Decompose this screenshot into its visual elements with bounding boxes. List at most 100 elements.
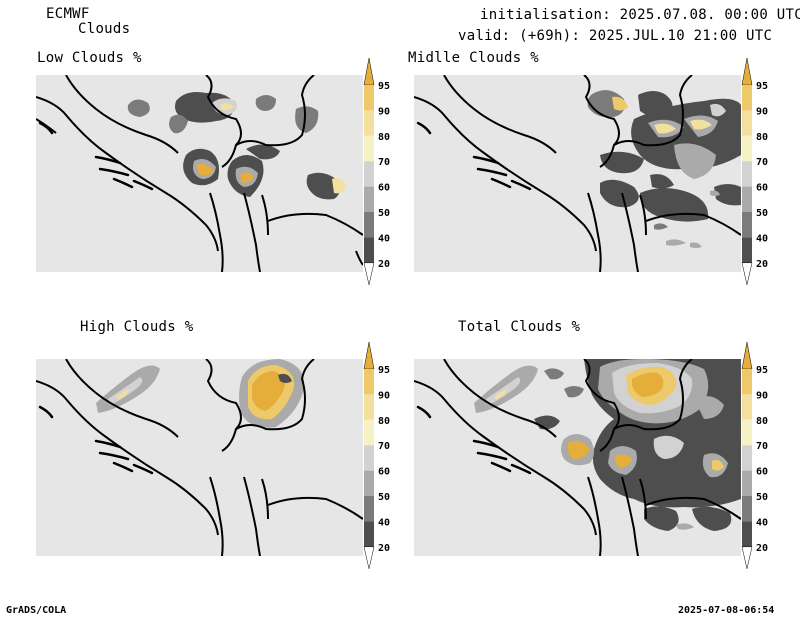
colorbar-label: 95	[378, 81, 390, 92]
colorbar-label: 50	[756, 492, 768, 503]
colorbar-segment	[364, 85, 374, 111]
colorbar-bottom-arrow	[363, 262, 375, 285]
colorbar-label: 20	[378, 543, 390, 554]
colorbar-label: 80	[378, 416, 390, 427]
valid-time: valid: (+69h): 2025.JUL.10 21:00 UTC	[458, 28, 773, 44]
coast-islands	[416, 405, 532, 475]
colorbar-label: 50	[378, 208, 390, 219]
colorbar-segment	[742, 186, 752, 212]
colorbar-segment	[742, 110, 752, 136]
colorbar-top-arrow	[363, 341, 375, 370]
colorbar-label: 90	[378, 106, 390, 117]
colorbar-segment	[364, 110, 374, 136]
colorbar-label: 90	[378, 390, 390, 401]
model-name: ECMWF	[46, 6, 90, 22]
colorbar-label: 70	[378, 441, 390, 452]
footer-software: GrADS/COLA	[6, 605, 67, 616]
footer-timestamp: 2025-07-08-06:54	[678, 605, 775, 616]
colorbar-bottom-arrow	[363, 546, 375, 569]
colorbar-segment	[364, 445, 374, 471]
colorbar-segment	[364, 135, 374, 162]
map-panel-low	[36, 75, 363, 272]
cloud-shading	[587, 90, 741, 248]
colorbar-label: 70	[378, 157, 390, 168]
colorbar-segment	[742, 212, 752, 238]
map-panel-high	[36, 359, 363, 556]
boundary-lines	[414, 75, 741, 272]
colorbar-label: 90	[756, 106, 768, 117]
colorbar-segment	[742, 521, 752, 547]
colorbar-segment	[742, 135, 752, 162]
panel-title-high: High Clouds %	[80, 319, 194, 335]
colorbar-segment	[742, 470, 752, 496]
cloud-shading	[127, 92, 346, 200]
colorbar-segment	[364, 212, 374, 238]
colorbar-svg: 95 90 80 70 60 50 40 20	[363, 341, 390, 569]
init-time: initialisation: 2025.07.08. 00:00 UTC	[480, 7, 800, 23]
colorbar-top-arrow	[741, 57, 753, 86]
colorbar-label: 40	[378, 233, 390, 244]
colorbar-top-arrow	[741, 341, 753, 370]
panel-title-total: Total Clouds %	[458, 319, 581, 335]
colorbar-label: 20	[756, 259, 768, 270]
colorbar-label: 80	[378, 132, 390, 143]
colorbar-label: 80	[756, 416, 768, 427]
colorbar-label: 60	[756, 183, 768, 194]
colorbar-label: 40	[756, 517, 768, 528]
coast-islands	[38, 121, 154, 191]
colorbar-bottom-arrow	[741, 546, 753, 569]
map-panel-middle	[414, 75, 741, 272]
colorbar-svg: 95 90 80 70 60 50 40 20	[741, 57, 768, 285]
colorbar-label: 95	[756, 365, 768, 376]
colorbar-segment	[742, 445, 752, 471]
colorbar-label: 40	[378, 517, 390, 528]
boundary-lines	[36, 359, 363, 556]
product-name: Clouds	[78, 21, 131, 37]
colorbar-segment	[364, 394, 374, 420]
colorbar-label: 40	[756, 233, 768, 244]
boundary-lines	[36, 75, 363, 272]
colorbar-segment	[364, 369, 374, 395]
colorbar-label: 60	[756, 467, 768, 478]
colorbar-label: 50	[756, 208, 768, 219]
colorbar-svg: 95 90 80 70 60 50 40 20	[363, 57, 390, 285]
colorbar-low: 95 90 80 70 60 50 40 20	[363, 57, 399, 297]
map-panel-total	[414, 359, 741, 556]
colorbar-segment	[742, 496, 752, 522]
colorbar-segment	[742, 85, 752, 111]
colorbar-label: 60	[378, 183, 390, 194]
colorbar-segment	[364, 521, 374, 547]
colorbar-label: 95	[756, 81, 768, 92]
colorbar-label: 70	[756, 441, 768, 452]
colorbar-total: 95 90 80 70 60 50 40 20	[741, 341, 777, 581]
colorbar-segment	[364, 237, 374, 263]
panel-title-middle: Midlle Clouds %	[408, 50, 539, 66]
panel-title-low: Low Clouds %	[37, 50, 142, 66]
boundary-lines	[414, 359, 741, 556]
colorbar-label: 80	[756, 132, 768, 143]
colorbar-segment	[742, 419, 752, 446]
colorbar-segment	[742, 237, 752, 263]
cloud-shading	[474, 359, 741, 531]
colorbar-segment	[364, 186, 374, 212]
colorbar-segment	[364, 161, 374, 187]
colorbar-top-arrow	[363, 57, 375, 86]
cloud-shading	[96, 359, 305, 428]
coast-islands	[416, 121, 532, 191]
colorbar-label: 20	[378, 259, 390, 270]
colorbar-label: 90	[756, 390, 768, 401]
colorbar-segment	[364, 496, 374, 522]
colorbar-label: 60	[378, 467, 390, 478]
colorbar-bottom-arrow	[741, 262, 753, 285]
colorbar-segment	[364, 470, 374, 496]
coast-islands	[38, 405, 154, 475]
colorbar-segment	[364, 419, 374, 446]
colorbar-segment	[742, 161, 752, 187]
colorbar-middle: 95 90 80 70 60 50 40 20	[741, 57, 777, 297]
colorbar-svg: 95 90 80 70 60 50 40 20	[741, 341, 768, 569]
colorbar-label: 70	[756, 157, 768, 168]
colorbar-label: 95	[378, 365, 390, 376]
colorbar-high: 95 90 80 70 60 50 40 20	[363, 341, 399, 581]
colorbar-segment	[742, 369, 752, 395]
colorbar-label: 20	[756, 543, 768, 554]
